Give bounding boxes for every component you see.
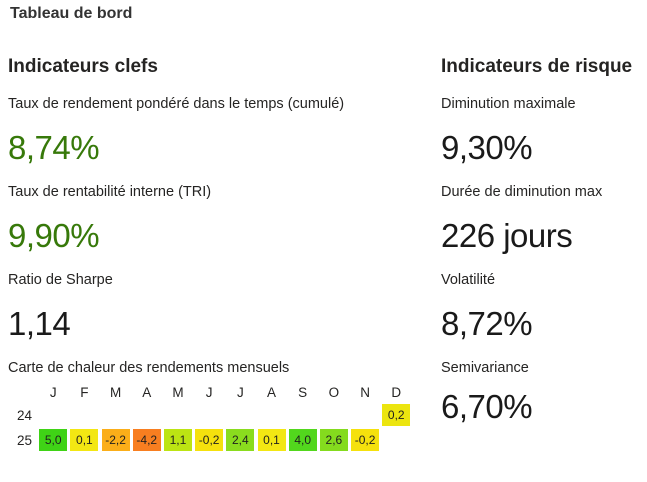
heatmap-row-24: 24 0,2 [0, 404, 430, 426]
page-title: Tableau de bord [10, 5, 133, 22]
heatmap-cell-empty [39, 404, 67, 426]
heatmap-cell-empty [195, 404, 223, 426]
heatmap-month-header-2: M [109, 385, 122, 400]
heatmap-cell[interactable]: 0,2 [382, 404, 411, 426]
heatmap-month-header-6: J [236, 385, 244, 400]
heatmap-cell-empty [70, 404, 98, 426]
heatmap-cell[interactable]: 5,0 [39, 429, 68, 451]
kpi-label-max-drawdown: Diminution maximale [441, 96, 576, 112]
heatmap-cell-empty [289, 404, 317, 426]
heatmap-month-header-10: N [360, 385, 370, 400]
heatmap-title: Carte de chaleur des rendements mensuels [8, 360, 290, 376]
section-header-key-indicators: Indicateurs clefs [8, 56, 158, 77]
heatmap-row-25: 25 5,0 0,1 -2,2 -4,2 1,1 -0,2 2,4 0,1 4,0 2,6 -0,2 [0, 429, 430, 451]
heatmap-cell[interactable]: -2,2 [101, 429, 130, 451]
kpi-label-twr: Taux de rendement pondéré dans le temps … [8, 96, 345, 112]
heatmap-cell[interactable]: -0,2 [351, 429, 380, 451]
kpi-label-drawdown-duration: Durée de diminution max [441, 184, 603, 200]
heatmap-month-header-7: A [266, 385, 276, 400]
kpi-label-sharpe: Ratio de Sharpe [8, 272, 113, 288]
kpi-value-drawdown-duration: 226 jours [441, 217, 573, 254]
kpi-label-volatility: Volatilité [441, 272, 496, 288]
kpi-value-semivariance: 6,70% [441, 388, 533, 425]
heatmap-month-header-9: O [328, 385, 340, 400]
heatmap-cell-empty [320, 404, 348, 426]
heatmap-cell[interactable]: 2,4 [226, 429, 255, 451]
heatmap-cell-empty [382, 429, 410, 451]
heatmap-cell[interactable]: 4,0 [288, 429, 317, 451]
kpi-value-volatility: 8,72% [441, 305, 533, 342]
heatmap-month-header-11: D [391, 385, 402, 400]
kpi-value-twr: 8,74% [8, 129, 100, 166]
heatmap-month-header-3: A [142, 385, 152, 400]
heatmap-cell[interactable]: -4,2 [132, 429, 161, 451]
heatmap-row-label: 24 [16, 407, 32, 423]
heatmap-row-label: 25 [16, 432, 32, 448]
heatmap-cell-empty [258, 404, 286, 426]
monthly-returns-heatmap: J F M A M J J A S O N D 24 0,2 25 5,0 0,1 -2,2 -4,2 1,1 -0,2… [0, 384, 430, 454]
heatmap-cell[interactable]: 1,1 [163, 429, 192, 451]
kpi-value-max-drawdown: 9,30% [441, 129, 533, 166]
heatmap-month-header-0: J [49, 385, 57, 400]
heatmap-cell[interactable]: 0,1 [70, 429, 99, 451]
kpi-label-irr: Taux de rentabilité interne (TRI) [8, 184, 212, 200]
section-header-risk-indicators: Indicateurs de risque [441, 56, 633, 77]
heatmap-month-header-8: S [298, 385, 308, 400]
heatmap-cell-empty [351, 404, 379, 426]
heatmap-month-header-5: J [205, 385, 213, 400]
heatmap-cell[interactable]: 0,1 [257, 429, 286, 451]
heatmap-month-header-1: F [80, 385, 89, 400]
kpi-label-semivariance: Semivariance [441, 360, 529, 376]
kpi-value-sharpe: 1,14 [8, 305, 71, 342]
heatmap-cell-empty [226, 404, 254, 426]
heatmap-month-header-4: M [172, 385, 184, 400]
kpi-value-irr: 9,90% [8, 217, 100, 254]
heatmap-cell[interactable]: -0,2 [195, 429, 224, 451]
heatmap-cell-empty [164, 404, 192, 426]
heatmap-cell-empty [133, 404, 161, 426]
heatmap-cell[interactable]: 2,6 [319, 429, 348, 451]
heatmap-cell-empty [102, 404, 130, 426]
